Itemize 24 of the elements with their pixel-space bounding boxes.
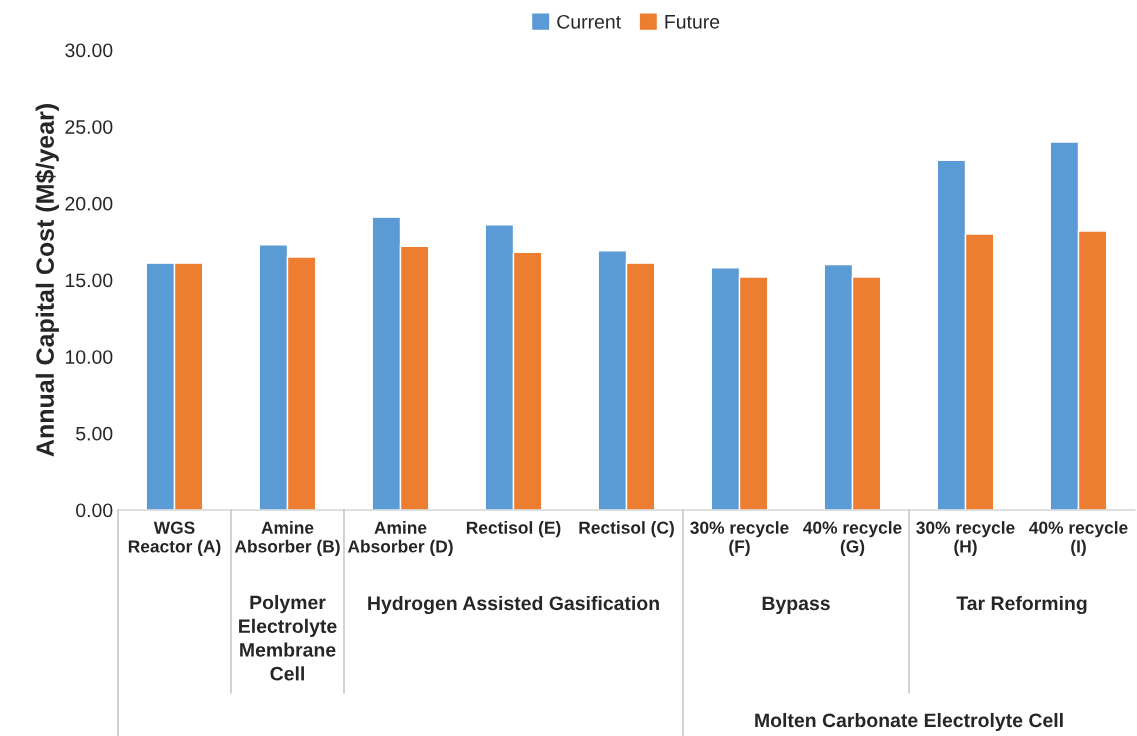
text: Hydrogen Assisted Gasification <box>368 595 659 615</box>
text: Tar Reforming <box>956 595 1087 615</box>
x-tick-label: 30% recycle (H) <box>916 521 1015 556</box>
y-tick-label: 0.00 <box>76 503 113 518</box>
x-tick-label: Rectisol (C) <box>579 521 674 538</box>
y-axis-title: Annual Capital Cost (M$/year) <box>35 104 59 457</box>
x-tick-label: 40% recycle (I) <box>1029 521 1128 556</box>
text: Bypass <box>762 596 830 615</box>
y-tick-label: 30.00 <box>65 43 113 58</box>
x-tick-label: Rectisol (E) <box>466 521 561 538</box>
text: Molten Carbonate Electrolyte Cell <box>755 712 1063 732</box>
legend-label: Future <box>665 15 720 29</box>
y-tick-label: 20.00 <box>65 196 113 211</box>
x-tick-label: 40% recycle (G) <box>803 521 902 556</box>
x-tick-label: WGS Reactor (A) <box>128 521 221 556</box>
y-tick-label: 25.00 <box>65 120 113 134</box>
x-tick-label: Amine Absorber (B) <box>234 521 340 556</box>
y-tick-label: 10.00 <box>65 350 113 364</box>
y-tick-label: 15.00 <box>65 273 113 288</box>
x-tick-label: 30% recycle (F) <box>690 521 789 556</box>
legend-label: Current <box>557 14 621 29</box>
text: Polymer Electrolyte Membrane Cell <box>239 595 337 681</box>
x-tick-label: Amine Absorber (D) <box>347 521 453 556</box>
y-tick-label: 5.00 <box>76 426 113 441</box>
